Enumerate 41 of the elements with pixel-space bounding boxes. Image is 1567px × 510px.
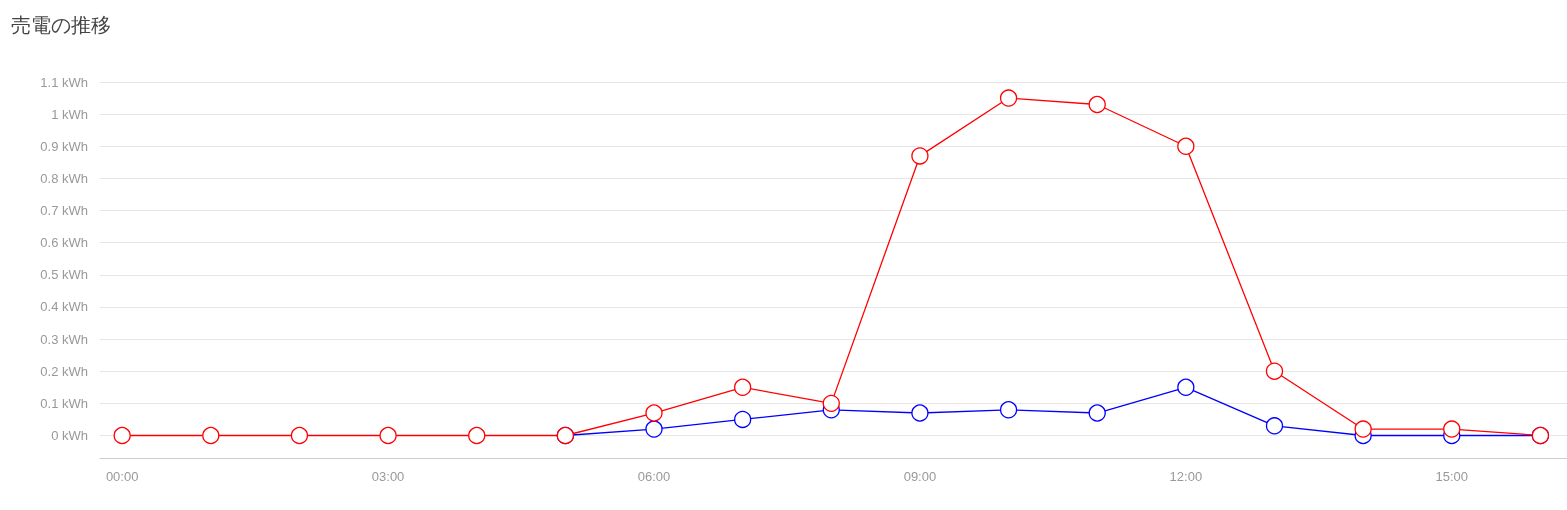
y-tick-label: 0.7 kWh — [40, 203, 88, 219]
x-tick-label: 00:00 — [105, 469, 139, 484]
point — [1443, 420, 1461, 438]
y-tick-label: 0.6 kWh — [40, 235, 88, 251]
point — [1177, 137, 1195, 155]
point — [202, 426, 220, 445]
x-tick-label: 03:00 — [371, 469, 405, 484]
point — [1177, 378, 1195, 396]
point — [1088, 95, 1106, 114]
y-tick-label: 0.2 kWh — [40, 363, 88, 379]
point — [1088, 404, 1106, 422]
point — [645, 420, 663, 438]
y-tick-label: 0.5 kWh — [40, 267, 88, 283]
point — [379, 426, 397, 445]
y-tick-label: 1.1 kWh — [40, 74, 88, 90]
y-tick-label: 1 kWh — [51, 106, 88, 122]
y-tick-label: 0.3 kWh — [40, 331, 88, 347]
x-tick-label: 12:00 — [1169, 469, 1203, 484]
point — [113, 426, 131, 445]
chart-title: 売電の推移 — [11, 13, 111, 37]
point — [290, 426, 309, 445]
x-tick-label: 06:00 — [637, 469, 671, 484]
point — [734, 378, 752, 396]
y-tick-label: 0.8 kWh — [40, 170, 88, 186]
point — [1265, 362, 1284, 380]
x-tick-label: 15:00 — [1435, 469, 1469, 484]
y-tick-label: 0.1 kWh — [40, 395, 88, 411]
point — [911, 147, 929, 165]
point — [999, 89, 1018, 107]
y-tick-label: 0 kWh — [51, 428, 88, 443]
point — [1354, 420, 1372, 438]
y-tick-label: 0.4 kWh — [40, 299, 88, 315]
point — [468, 426, 486, 445]
point — [999, 401, 1018, 419]
point — [911, 404, 929, 422]
point — [1265, 417, 1284, 435]
x-tick-label: 09:00 — [903, 469, 937, 484]
point — [734, 410, 752, 429]
point — [645, 404, 663, 422]
point — [822, 394, 840, 413]
y-tick-label: 0.9 kWh — [40, 138, 88, 154]
